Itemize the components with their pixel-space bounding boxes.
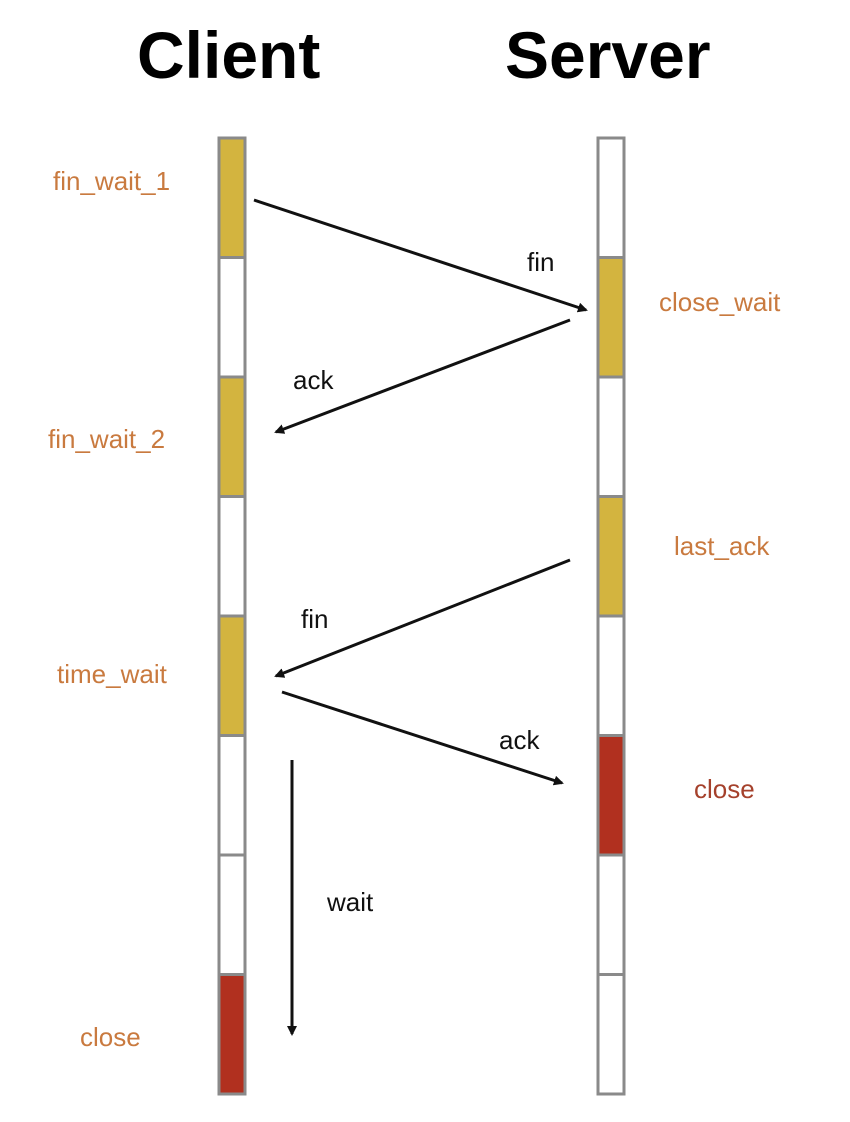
client-segment-4-empty xyxy=(217,495,247,618)
message-label-fin-1: fin xyxy=(527,247,555,277)
state-fin-wait-2: fin_wait_2 xyxy=(48,424,166,454)
message-label-fin-2: fin xyxy=(301,604,329,634)
client-segment-5-active xyxy=(217,614,247,737)
client-segment-3-active xyxy=(217,375,247,498)
message-label-ack-1: ack xyxy=(293,365,334,395)
client-segment-2-empty xyxy=(217,256,247,379)
wait-label: wait xyxy=(327,887,374,917)
client-timeline xyxy=(217,136,247,1096)
client-segment-8-closed xyxy=(217,973,247,1096)
server-segment-6-closed xyxy=(596,734,626,857)
client-header: Client xyxy=(137,18,321,92)
server-header: Server xyxy=(505,18,711,92)
fin-arrow-server-to-client xyxy=(274,558,571,678)
state-client-close: close xyxy=(80,1022,141,1052)
state-fin-wait-1: fin_wait_1 xyxy=(53,166,171,196)
state-time-wait: time_wait xyxy=(57,659,167,689)
server-segment-7-empty xyxy=(596,853,626,976)
server-segment-5-empty xyxy=(596,614,626,737)
server-segment-3-empty xyxy=(596,375,626,498)
client-segment-6-empty xyxy=(217,734,247,857)
message-label-ack-2: ack xyxy=(499,725,540,755)
server-segment-2-active xyxy=(596,256,626,379)
server-segment-4-active xyxy=(596,495,626,618)
state-server-close: close xyxy=(694,774,755,804)
ack-arrow-client-to-server xyxy=(281,690,564,786)
server-timeline xyxy=(596,136,626,1096)
server-segment-1-empty xyxy=(596,136,626,259)
state-close-wait: close_wait xyxy=(659,287,781,317)
client-segment-7-empty xyxy=(217,853,247,976)
fin-arrow-client-to-server xyxy=(253,198,588,313)
state-last-ack: last_ack xyxy=(674,531,770,561)
client-segment-1-active xyxy=(217,136,247,259)
ack-arrow-server-to-client xyxy=(274,318,571,434)
server-segment-8-empty xyxy=(596,973,626,1096)
